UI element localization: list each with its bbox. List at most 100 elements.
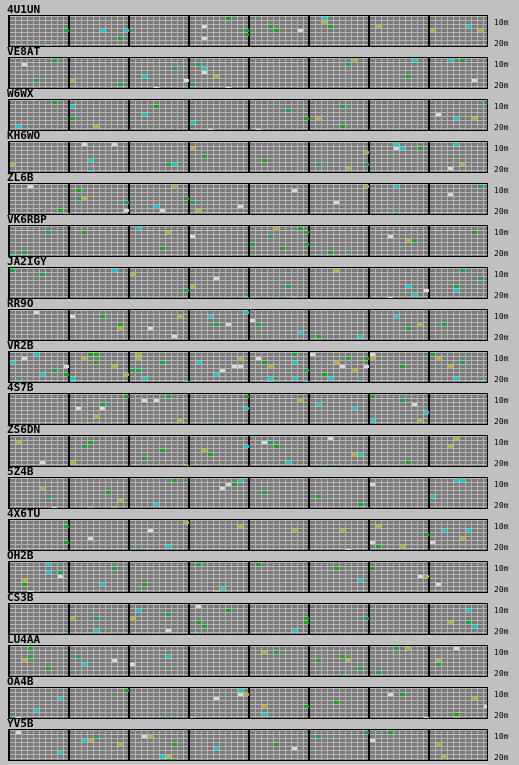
signal-cell	[322, 373, 327, 376]
signal-cell	[202, 67, 207, 70]
signal-cell	[388, 297, 393, 298]
signal-cell	[16, 717, 21, 718]
signal-cell	[112, 269, 117, 272]
signal-cell	[316, 659, 321, 662]
signal-cell	[28, 591, 33, 592]
signal-cell	[82, 197, 87, 200]
signal-cell	[406, 461, 411, 464]
signal-cell	[328, 437, 333, 440]
band-label-20m: 20m	[494, 669, 509, 678]
signal-cell	[304, 381, 309, 382]
signal-cell	[388, 731, 393, 734]
signal-cell	[52, 369, 57, 372]
band-label-20m: 20m	[494, 207, 509, 216]
signal-cell	[118, 743, 123, 746]
signal-cell	[226, 17, 231, 20]
signal-cell	[22, 579, 27, 582]
signal-cell	[448, 621, 453, 624]
signal-cell	[304, 621, 309, 624]
signal-cell	[454, 717, 459, 718]
signal-cell	[100, 315, 105, 318]
signal-cell	[136, 297, 141, 298]
signal-cell	[64, 633, 69, 634]
station-callsign: KH6WO	[7, 129, 41, 142]
signal-cell	[334, 361, 339, 364]
signal-cell	[58, 697, 63, 700]
signal-cell	[214, 423, 219, 424]
signal-cell	[286, 285, 291, 288]
station-callsign: W6WX	[7, 87, 34, 100]
signal-cell	[406, 239, 411, 242]
signal-cell	[346, 167, 351, 170]
signal-cell	[316, 403, 321, 406]
signal-cell	[328, 465, 333, 466]
signal-cell	[430, 495, 435, 498]
signal-cell	[406, 327, 411, 330]
signal-cell	[64, 29, 69, 32]
signal-cell	[472, 117, 477, 120]
signal-cell	[436, 663, 441, 666]
signal-cell	[64, 213, 69, 214]
signal-cell	[364, 357, 369, 360]
signal-cell	[46, 571, 51, 574]
signal-cell	[40, 487, 45, 490]
signal-cell	[184, 521, 189, 524]
signal-cell	[124, 395, 129, 398]
signal-cell	[166, 655, 171, 658]
signal-cell	[340, 655, 345, 658]
signal-cell	[112, 365, 117, 368]
signal-cell	[124, 689, 129, 692]
signal-cell	[418, 147, 423, 150]
signal-cell	[304, 705, 309, 708]
signal-cell	[364, 151, 369, 154]
signal-cell	[334, 269, 339, 272]
signal-cell	[46, 231, 51, 234]
signal-cell	[130, 663, 135, 666]
signal-cell	[166, 163, 171, 166]
beacon-grid	[8, 561, 488, 593]
signal-cell	[16, 731, 21, 734]
signal-cell	[154, 503, 159, 506]
signal-cell	[196, 361, 201, 364]
signal-cell	[340, 675, 345, 676]
signal-cell	[220, 587, 225, 590]
signal-cell	[136, 591, 141, 592]
signal-cell	[124, 209, 129, 212]
signal-cell	[214, 323, 219, 326]
signal-cell	[430, 353, 435, 356]
signal-cell	[316, 735, 321, 738]
signal-cell	[436, 357, 441, 360]
signal-cell	[406, 647, 411, 650]
signal-cell	[10, 163, 15, 166]
signal-cell	[256, 129, 261, 130]
signal-cell	[298, 29, 303, 32]
signal-cell	[436, 659, 441, 662]
signal-cell	[34, 353, 39, 356]
signal-cell	[184, 79, 189, 82]
station-callsign: LU4AA	[7, 633, 41, 646]
signal-cell	[436, 583, 441, 586]
signal-cell	[58, 209, 63, 212]
signal-cell	[322, 21, 327, 24]
signal-cell	[370, 395, 375, 398]
band-label-20m: 20m	[494, 165, 509, 174]
signal-cell	[244, 29, 249, 32]
signal-cell	[400, 545, 405, 548]
band-label-10m: 10m	[494, 354, 509, 363]
signal-cell	[244, 407, 249, 410]
signal-cell	[286, 109, 291, 112]
signal-cell	[214, 75, 219, 78]
station-callsign: 4U1UN	[7, 3, 41, 16]
signal-cell	[274, 227, 279, 230]
signal-cell	[88, 441, 93, 444]
signal-cell	[10, 361, 15, 364]
signal-cell	[142, 399, 147, 402]
band-label-10m: 10m	[494, 144, 509, 153]
signal-cell	[334, 567, 339, 570]
signal-cell	[256, 563, 261, 566]
signal-cell	[154, 399, 159, 402]
station-callsign: VE8AT	[7, 45, 41, 58]
band-label-10m: 10m	[494, 606, 509, 615]
signal-cell	[76, 407, 81, 410]
